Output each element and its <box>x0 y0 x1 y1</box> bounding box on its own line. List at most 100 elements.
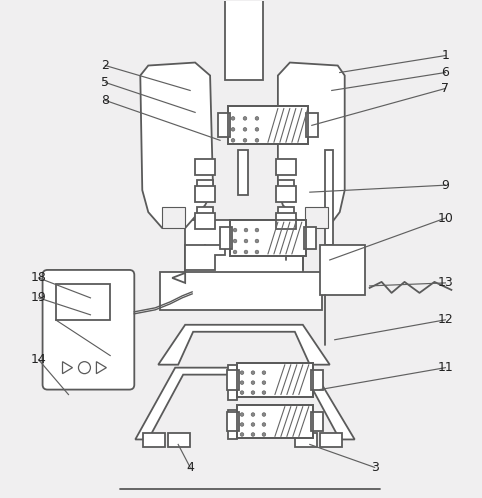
Circle shape <box>240 413 244 416</box>
Bar <box>195 186 215 202</box>
Text: 13: 13 <box>438 276 453 289</box>
Text: 6: 6 <box>442 66 449 79</box>
Bar <box>320 433 342 447</box>
Circle shape <box>251 371 255 374</box>
Circle shape <box>251 413 255 416</box>
Bar <box>276 186 296 202</box>
Circle shape <box>79 362 91 374</box>
Circle shape <box>251 423 255 426</box>
Text: 5: 5 <box>101 76 109 89</box>
Bar <box>304 227 316 249</box>
Circle shape <box>240 371 244 374</box>
Circle shape <box>233 239 237 243</box>
Bar <box>230 220 306 256</box>
Circle shape <box>240 391 244 394</box>
Bar <box>325 150 333 245</box>
Circle shape <box>233 228 237 232</box>
Circle shape <box>240 433 244 436</box>
Text: 8: 8 <box>101 94 109 107</box>
Bar <box>237 404 313 438</box>
Circle shape <box>262 423 266 426</box>
Circle shape <box>244 228 248 232</box>
Bar <box>228 107 308 144</box>
Bar <box>55 284 110 320</box>
Bar <box>220 227 232 249</box>
Bar <box>143 433 165 447</box>
Bar <box>218 114 230 137</box>
Text: 4: 4 <box>186 461 194 474</box>
Polygon shape <box>63 362 72 374</box>
Bar <box>227 370 239 389</box>
Circle shape <box>251 391 255 394</box>
FancyBboxPatch shape <box>42 270 134 389</box>
Bar <box>195 159 215 175</box>
Bar <box>278 207 294 218</box>
Bar <box>237 363 313 396</box>
Text: 7: 7 <box>442 82 449 95</box>
Bar <box>228 365 237 399</box>
Bar <box>228 107 308 144</box>
Polygon shape <box>96 362 107 374</box>
Circle shape <box>262 381 266 384</box>
Bar <box>295 433 317 447</box>
Circle shape <box>262 371 266 374</box>
Bar <box>278 180 294 191</box>
Bar <box>276 159 296 175</box>
Circle shape <box>244 250 248 254</box>
Text: 1: 1 <box>442 49 449 62</box>
Circle shape <box>255 138 259 142</box>
Text: 9: 9 <box>442 179 449 192</box>
Text: 14: 14 <box>31 353 46 366</box>
Polygon shape <box>185 245 225 270</box>
Polygon shape <box>140 63 213 228</box>
Circle shape <box>233 250 237 254</box>
Bar <box>225 0 263 81</box>
Bar <box>197 207 213 218</box>
Circle shape <box>251 381 255 384</box>
Bar <box>237 363 313 396</box>
Bar <box>311 411 323 431</box>
Bar <box>237 404 313 438</box>
Polygon shape <box>135 368 355 439</box>
Circle shape <box>231 127 235 131</box>
Circle shape <box>251 433 255 436</box>
Circle shape <box>243 117 247 120</box>
Bar <box>168 433 190 447</box>
Circle shape <box>243 127 247 131</box>
Bar <box>276 213 296 229</box>
Circle shape <box>255 117 259 120</box>
Circle shape <box>255 250 259 254</box>
Circle shape <box>262 433 266 436</box>
Circle shape <box>240 423 244 426</box>
Circle shape <box>262 391 266 394</box>
Bar <box>311 370 323 389</box>
Bar <box>306 114 318 137</box>
Bar <box>195 213 215 229</box>
Circle shape <box>255 239 259 243</box>
Text: 10: 10 <box>438 212 454 225</box>
Polygon shape <box>305 207 328 228</box>
Polygon shape <box>172 273 185 283</box>
Circle shape <box>231 117 235 120</box>
Text: 18: 18 <box>31 271 47 284</box>
Circle shape <box>243 138 247 142</box>
Bar <box>197 180 213 191</box>
Circle shape <box>262 413 266 416</box>
Text: 19: 19 <box>31 291 46 304</box>
Bar <box>320 245 365 295</box>
Bar <box>238 150 248 195</box>
Text: 11: 11 <box>438 361 453 374</box>
Polygon shape <box>158 325 330 365</box>
Bar <box>228 409 237 439</box>
Circle shape <box>231 138 235 142</box>
Circle shape <box>240 381 244 384</box>
Polygon shape <box>290 245 303 270</box>
Circle shape <box>244 239 248 243</box>
Text: 2: 2 <box>101 59 109 72</box>
Bar <box>160 272 322 310</box>
Text: 3: 3 <box>371 461 378 474</box>
Text: 12: 12 <box>438 313 453 326</box>
Polygon shape <box>278 63 345 228</box>
Bar <box>230 220 306 256</box>
Polygon shape <box>162 207 185 228</box>
